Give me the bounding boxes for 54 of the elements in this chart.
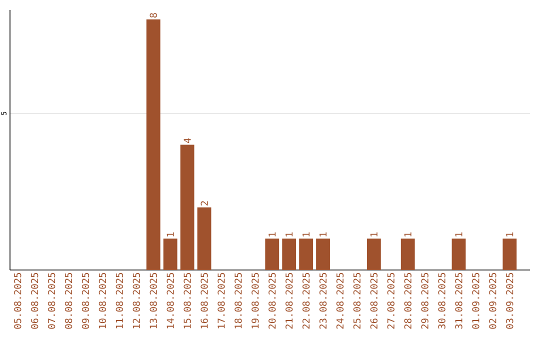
bar: [163, 238, 178, 270]
x-tick-label: 08.08.2025: [64, 272, 72, 329]
bar: [282, 238, 296, 270]
data-label: 1: [302, 232, 310, 236]
bar: [366, 238, 381, 270]
x-tick-label: 16.08.2025: [200, 272, 208, 328]
x-tick-label: 14.08.2025: [166, 272, 174, 328]
x-tick-label: 07.08.2025: [48, 272, 56, 329]
data-label: 2: [200, 201, 208, 206]
bar: [502, 238, 517, 270]
data-label: 1: [506, 232, 514, 236]
bar: [265, 238, 280, 270]
x-tick-label: 23.08.2025: [319, 272, 327, 329]
bar: [400, 238, 415, 270]
x-tick-label: 02.09.2025: [489, 272, 496, 329]
data-label: 1: [370, 232, 378, 236]
x-tick-label: 10.08.2025: [98, 272, 106, 328]
data-label: 4: [184, 138, 191, 144]
x-tick-label: 12.08.2025: [132, 272, 140, 328]
x-tick-label: 15.08.2025: [184, 272, 191, 328]
bar: [452, 238, 466, 270]
x-tick-label: 09.08.2025: [82, 272, 90, 329]
x-tick-label: 03.09.2025: [506, 272, 514, 329]
x-tick-label: 25.08.2025: [353, 272, 361, 329]
x-tick-label: 06.08.2025: [31, 272, 38, 329]
x-tick-label: 31.08.2025: [455, 272, 462, 329]
x-tick-label: 17.08.2025: [218, 272, 225, 328]
x-tick-label: 05.08.2025: [14, 272, 22, 329]
x-tick-label: 20.08.2025: [268, 272, 276, 329]
x-tick-label: 29.08.2025: [421, 272, 428, 329]
x-tick-label: 11.08.2025: [116, 272, 124, 328]
data-label: 8: [150, 13, 157, 18]
x-tick-label: 26.08.2025: [370, 272, 378, 329]
data-label: 1: [166, 232, 174, 236]
data-label: 1: [455, 232, 462, 236]
x-tick-label: 30.08.2025: [438, 272, 446, 329]
bar: [299, 238, 314, 270]
x-tick-label: 28.08.2025: [404, 272, 412, 329]
x-tick-label: 22.08.2025: [302, 272, 310, 329]
data-label: 1: [268, 232, 276, 236]
data-label: 1: [286, 232, 293, 236]
x-tick-label: 19.08.2025: [252, 272, 259, 328]
data-label: 1: [404, 232, 412, 236]
x-tick-label: 18.08.2025: [234, 272, 242, 328]
bar: [180, 144, 194, 270]
x-tick-label: 24.08.2025: [336, 272, 344, 329]
bar: [197, 207, 212, 270]
data-label: 1: [320, 232, 326, 236]
bar: [146, 19, 160, 270]
x-tick-label: 13.08.2025: [150, 272, 157, 328]
x-tick-label: 27.08.2025: [387, 272, 394, 329]
x-tick-label: 01.09.2025: [472, 272, 480, 329]
x-tick-label: 21.08.2025: [286, 272, 293, 329]
bar: [316, 238, 330, 270]
